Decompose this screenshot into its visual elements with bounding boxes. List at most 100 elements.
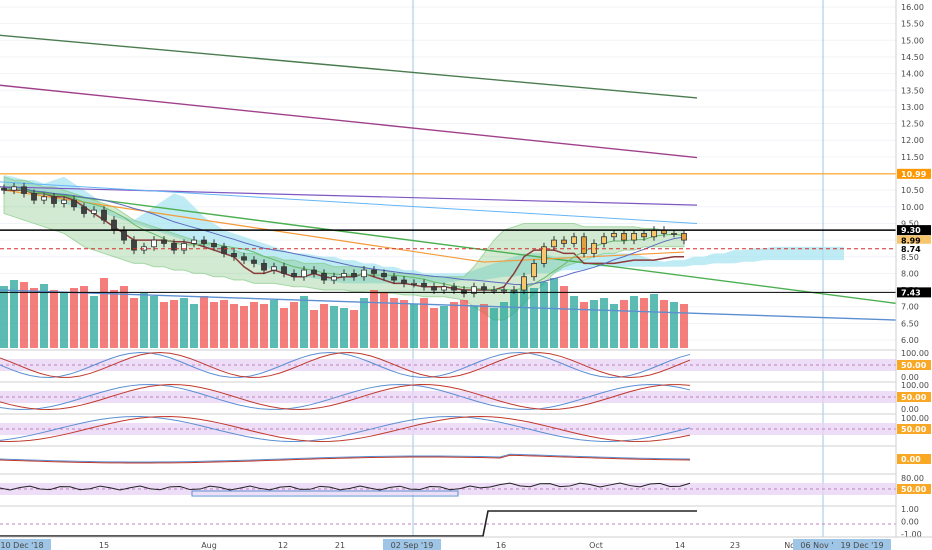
candle-body: [391, 276, 397, 281]
badge-label: 9.30: [901, 226, 921, 235]
candle-body: [211, 243, 217, 248]
volume-bar: [460, 300, 468, 348]
badge-label: 10.99: [901, 170, 927, 179]
volume-bar: [520, 284, 528, 348]
osc-tick: 80.00: [901, 474, 924, 483]
osc-badge: [897, 424, 931, 434]
volume-bar: [170, 300, 178, 348]
osc-badge-label: 0.00: [901, 455, 921, 464]
price-tick: 13.50: [901, 86, 924, 95]
volume-bar: [680, 304, 688, 348]
volume-bar: [60, 293, 68, 348]
time-tick: 23: [730, 541, 740, 550]
candle-body: [651, 229, 657, 238]
highlight-box: [191, 490, 459, 497]
volume-bar: [480, 304, 488, 348]
volume-bar: [220, 300, 228, 348]
x-badge: [793, 539, 851, 550]
candle-body: [261, 263, 267, 271]
osc-line-a: [0, 415, 691, 442]
candle-body: [481, 286, 487, 291]
volume-bar: [650, 294, 658, 348]
candle-body: [611, 233, 617, 238]
volume-bar: [90, 296, 98, 348]
volume-bar: [600, 298, 608, 348]
candle-body: [41, 196, 47, 201]
osc-line-a: [0, 351, 691, 378]
volume-bar: [620, 300, 628, 348]
osc-line-a: [0, 383, 691, 410]
candle-body: [321, 272, 327, 281]
volume-bar: [180, 298, 188, 348]
osc-tick: -1.00: [901, 530, 922, 539]
volume-bar: [350, 310, 358, 348]
volume-bar: [400, 300, 408, 348]
oscillator-panels[interactable]: [0, 349, 932, 537]
candle-body: [411, 282, 417, 285]
candle-body: [381, 272, 387, 278]
step-line: [0, 510, 697, 537]
osc-line-b: [0, 352, 691, 378]
volume-bar: [110, 290, 118, 348]
price-panel[interactable]: [0, 34, 897, 348]
osc-badge: [897, 360, 931, 370]
time-tick: 16: [496, 541, 506, 550]
volume-bar: [670, 302, 678, 348]
osc-tick: 100.00: [901, 381, 929, 390]
volume-bars: [0, 278, 688, 348]
volume-bar: [280, 308, 288, 348]
price-tick: 9.50: [901, 219, 919, 228]
price-tick: 16.00: [901, 3, 924, 12]
osc-tick: 100.00: [901, 349, 929, 358]
volume-bar: [390, 298, 398, 348]
osc-badge-label: 50.00: [901, 485, 927, 494]
volume-bar: [590, 300, 598, 348]
volume-bar: [10, 280, 18, 348]
osc-badge-label: 50.00: [901, 393, 927, 402]
volume-bar: [370, 290, 378, 348]
candle-body: [431, 286, 437, 291]
osc-line-b: [0, 384, 691, 410]
badge-7.43: [897, 287, 931, 298]
volume-bar: [570, 296, 578, 348]
osc-tick: 100.00: [901, 414, 929, 423]
volume-bar: [100, 278, 108, 348]
volume-bar: [410, 304, 418, 348]
osc-badge: [897, 392, 931, 402]
candle-body: [111, 219, 117, 231]
volume-bar: [210, 302, 218, 348]
osc-line-b: [0, 415, 691, 442]
volume-bar: [330, 306, 338, 348]
badge-label: 8.74: [901, 245, 921, 254]
candle-body: [581, 236, 587, 254]
volume-bar: [260, 304, 268, 348]
candle-body: [421, 282, 427, 288]
horizontal-levels: [0, 173, 896, 293]
time-tick: 19 Dec '19: [840, 541, 883, 550]
osc-line-a: [0, 453, 691, 463]
volume-bar: [120, 286, 128, 348]
cloud-area: [4, 175, 844, 284]
candle-body: [231, 253, 237, 258]
candle-body: [501, 289, 507, 292]
volume-bar: [630, 296, 638, 348]
volume-bar: [270, 300, 278, 348]
volume-bar: [430, 308, 438, 348]
volume-bar: [230, 304, 238, 348]
volume-bar: [50, 290, 58, 348]
candle-body: [121, 229, 127, 241]
candle-body: [311, 269, 317, 274]
price-tick: 6.00: [901, 336, 919, 345]
volume-bar: [450, 302, 458, 348]
candle-body: [441, 286, 447, 291]
volume-bar: [610, 304, 618, 348]
osc-line-b: [0, 454, 691, 464]
osc-badge-label: 50.00: [901, 361, 927, 370]
time-tick: 21: [335, 541, 345, 550]
candle-body: [631, 233, 637, 241]
price-tick: 15.50: [901, 20, 924, 29]
price-badges: 10.99 9.308.998.74 7.43: [897, 168, 931, 298]
candle-body: [471, 286, 477, 294]
volume-bar: [550, 278, 558, 348]
